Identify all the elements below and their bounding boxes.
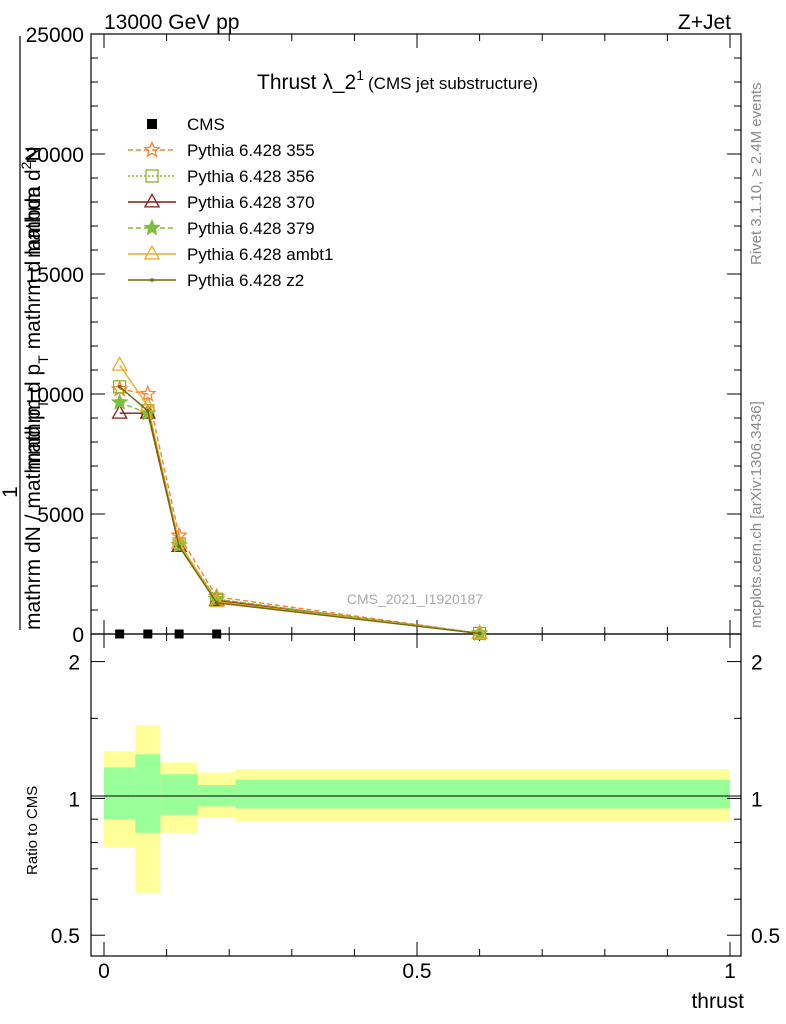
title-sup: 1 — [356, 67, 364, 83]
ylabel-frac-left: mathrm dN / mathrmd pT — [22, 399, 51, 630]
title-main: Thrust λ_2 — [257, 71, 356, 94]
legend-label: Pythia 6.428 z2 — [187, 271, 304, 290]
series-point — [117, 385, 122, 389]
main-ylabel: mathrm d2N mathrm dN / mathrmd pT 1 math… — [0, 36, 51, 630]
ratio-band-green — [235, 779, 730, 809]
ratio-band-green — [104, 767, 136, 820]
series-point — [208, 592, 225, 608]
cms-data-point — [143, 629, 153, 639]
series-point — [471, 624, 488, 639]
series-point — [110, 393, 129, 410]
legend-marker — [143, 192, 161, 208]
ratio-band-green — [160, 774, 198, 815]
series-point — [111, 404, 128, 419]
legend-marker — [143, 244, 161, 260]
ratio-y-tick-label-right: 1 — [751, 788, 763, 811]
series-line-5 — [119, 364, 480, 635]
main-y-tick-label: 10000 — [26, 384, 84, 407]
main-y-tick-label: 15000 — [26, 264, 84, 287]
ratio-band-green — [135, 754, 161, 833]
series-group — [110, 356, 489, 641]
header-process: Z+Jet — [678, 11, 731, 34]
ratio-ylabel: Ratio to CMS — [24, 786, 41, 875]
ylabel-numer: mathrm d2N — [18, 146, 45, 258]
legend-marker — [145, 169, 159, 183]
series-point — [113, 380, 127, 394]
main-axis-ticks: 0 5000 10000 15000 20000 25000 — [26, 24, 741, 647]
ratio-y-tick-label-right: 2 — [751, 652, 763, 675]
legend-marker — [143, 218, 161, 236]
legend-label: Pythia 6.428 370 — [187, 193, 315, 212]
series-point — [214, 601, 219, 605]
watermark: CMS_2021_I1920187 — [347, 591, 483, 607]
header-energy: 13000 GeV pp — [104, 11, 239, 34]
series-point — [477, 631, 482, 636]
series-point — [146, 409, 150, 413]
cms-data-point — [174, 629, 184, 639]
main-y-tick-label: 25000 — [26, 24, 84, 47]
series-point — [111, 356, 128, 371]
rivet-label: Rivet 3.1.10, ≥ 2.4M events — [748, 83, 765, 266]
series-line-4 — [119, 401, 480, 635]
ratio-y-tick-label: 1 — [68, 788, 80, 811]
legend-label: Pythia 6.428 355 — [187, 141, 315, 160]
series-point — [177, 544, 181, 549]
ylabel-one: 1 — [0, 486, 22, 498]
main-y-tick-label: 0 — [72, 624, 84, 647]
ratio-y-tick-label-right: 0.5 — [751, 925, 780, 948]
plot-title: Thrust λ_21 (CMS jet substructure) — [257, 67, 538, 94]
main-y-tick-label: 20000 — [26, 144, 84, 167]
ylabel-denom: mathrm d pT mathrm d lambda — [22, 186, 51, 470]
ratio-x-tick-label: 1 — [724, 960, 736, 983]
ratio-y-tick-label: 0.5 — [51, 925, 80, 948]
legend-label: Pythia 6.428 ambt1 — [187, 245, 333, 264]
x-axis-label: thrust — [691, 990, 744, 1013]
ratio-y-tick-label: 2 — [68, 652, 80, 675]
main-y-tick-label: 5000 — [37, 504, 84, 527]
ratio-plot-frame — [90, 633, 742, 957]
ratio-x-tick-label: 0.5 — [402, 960, 431, 983]
title-sub: (CMS jet substructure) — [368, 74, 538, 93]
legend: CMS Pythia 6.428 355 Pythia 6.428 356 Pythi… — [128, 115, 333, 290]
legend-marker — [147, 119, 157, 129]
ratio-x-tick-label: 0 — [98, 960, 110, 983]
legend-label: Pythia 6.428 356 — [187, 167, 315, 186]
ratio-bands — [104, 725, 730, 893]
mcplots-label: mcplots.cern.ch [arXiv:1306.3436] — [748, 401, 765, 628]
legend-label: Pythia 6.428 379 — [187, 219, 315, 238]
legend-marker — [143, 140, 161, 158]
legend-marker — [150, 278, 154, 282]
legend-label: CMS — [187, 115, 225, 134]
ratio-axis-ticks: 0.5 0.5 1 1 2 2 0 0.5 1 — [51, 634, 780, 983]
cms-data-point — [115, 629, 125, 639]
cms-data-point — [212, 629, 222, 639]
